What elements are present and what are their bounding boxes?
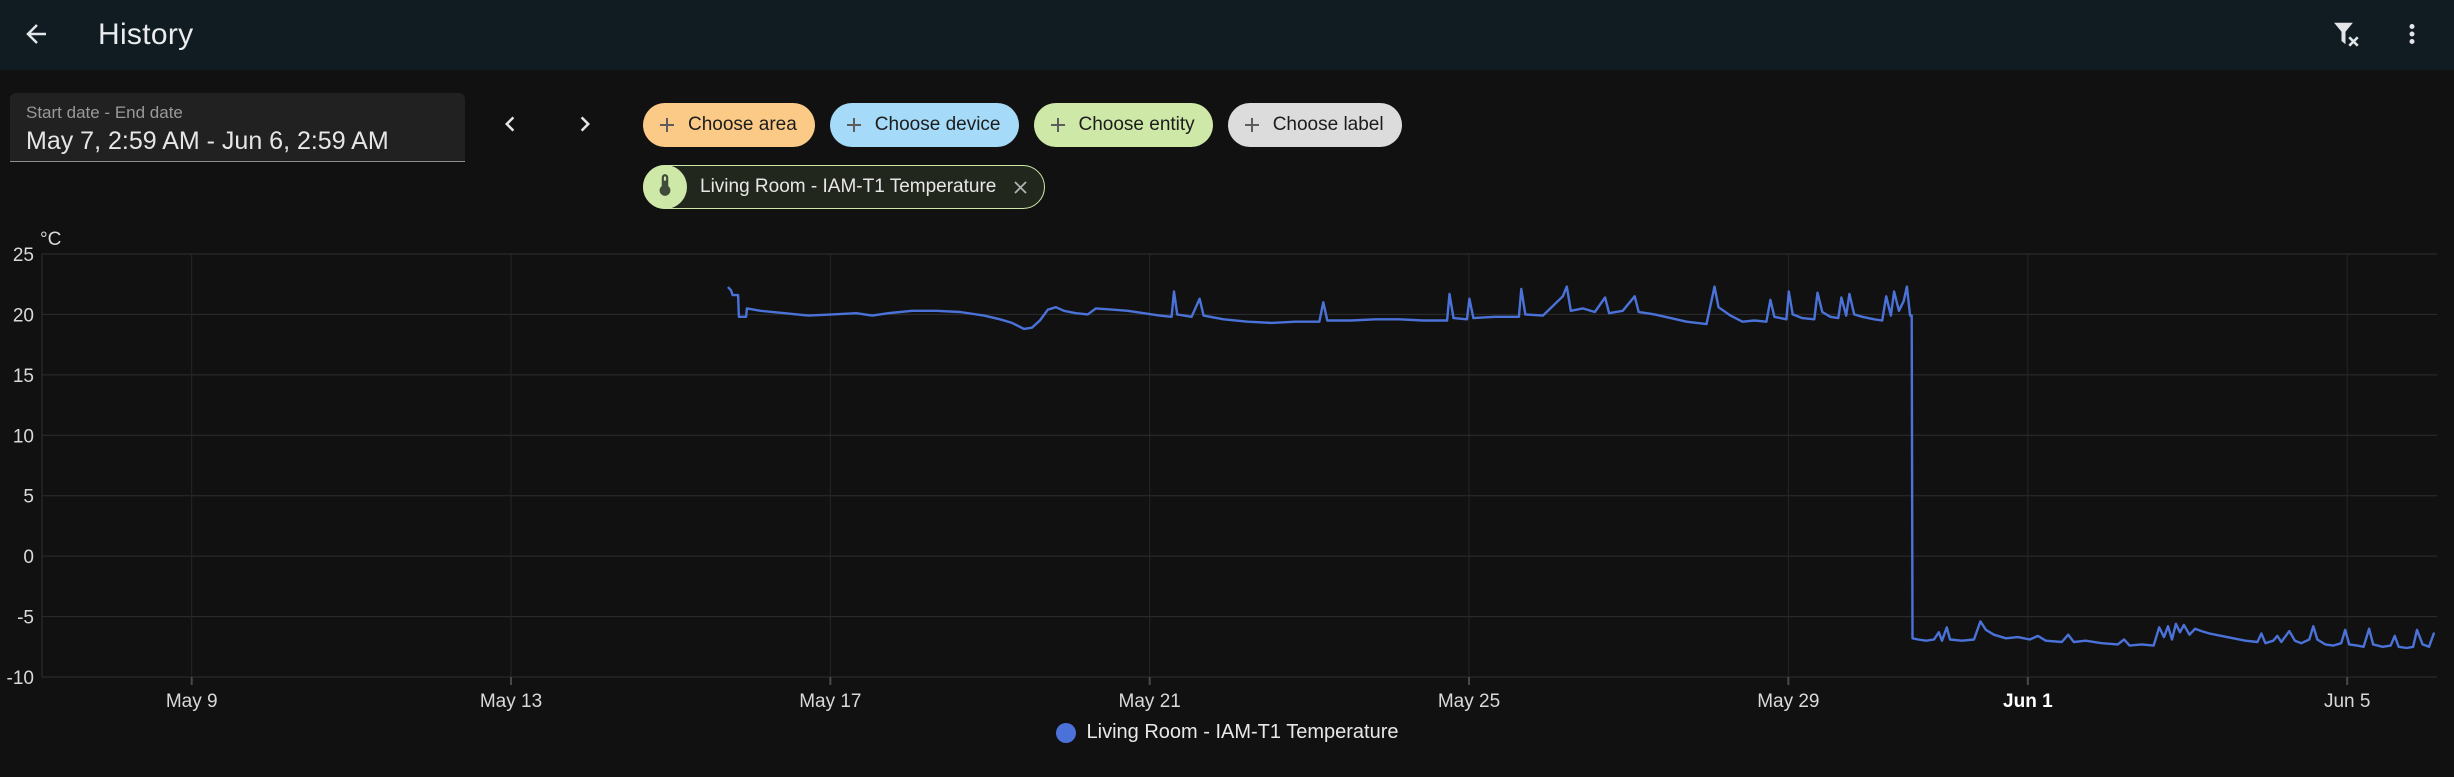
svg-text:Jun 1: Jun 1	[2003, 691, 2053, 712]
legend-item-label: Living Room - IAM-T1 Temperature	[1086, 721, 1399, 743]
legend-color-dot	[1055, 722, 1076, 743]
entity-chip-label: Living Room - IAM-T1 Temperature	[700, 176, 997, 197]
svg-text:10: 10	[13, 426, 34, 447]
svg-text:15: 15	[13, 366, 34, 387]
choose-device-label: Choose device	[874, 114, 1001, 135]
svg-text:May 21: May 21	[1119, 691, 1181, 712]
arrow-left-icon	[21, 19, 51, 52]
choose-area-chip[interactable]: Choose area	[643, 103, 815, 147]
svg-text:-10: -10	[7, 668, 34, 689]
app-header: History	[0, 0, 2454, 70]
choose-device-chip[interactable]: Choose device	[829, 103, 1019, 147]
choose-label-label: Choose label	[1272, 114, 1384, 135]
chevron-right-icon	[570, 109, 600, 142]
dots-vertical-icon	[2397, 19, 2427, 52]
svg-text:5: 5	[23, 487, 34, 508]
entity-avatar	[643, 165, 687, 209]
plus-icon	[660, 118, 674, 132]
plus-icon	[846, 118, 861, 132]
svg-text:20: 20	[13, 305, 34, 326]
svg-text:Jun 5: Jun 5	[2324, 691, 2370, 712]
svg-text:May 9: May 9	[166, 691, 218, 712]
chart-legend: Living Room - IAM-T1 Temperature	[0, 721, 2454, 744]
svg-text:0: 0	[23, 547, 34, 568]
page-title: History	[98, 18, 194, 51]
date-range-value: May 7, 2:59 AM - Jun 6, 2:59 AM	[26, 127, 389, 155]
remove-filters-button[interactable]	[2322, 11, 2370, 59]
next-period-button[interactable]	[561, 101, 609, 149]
date-range-label: Start date - End date	[26, 103, 183, 122]
back-button[interactable]	[12, 11, 60, 59]
svg-text:25: 25	[13, 245, 34, 266]
svg-text:May 13: May 13	[480, 691, 542, 712]
plus-icon	[1244, 118, 1259, 132]
date-range-field[interactable]: Start date - End date May 7, 2:59 AM - J…	[10, 93, 465, 162]
overflow-menu-button[interactable]	[2388, 11, 2436, 59]
previous-period-button[interactable]	[486, 101, 534, 149]
close-icon	[1010, 177, 1031, 198]
filter-chips-row: Choose area Choose device Choose entity …	[643, 103, 1402, 147]
choose-entity-chip[interactable]: Choose entity	[1033, 103, 1213, 147]
svg-text:°C: °C	[40, 229, 61, 250]
choose-entity-label: Choose entity	[1078, 114, 1195, 135]
filter-remove-icon	[2331, 19, 2361, 52]
choose-area-label: Choose area	[688, 114, 797, 135]
plus-icon	[1050, 118, 1065, 132]
thermometer-icon	[652, 172, 678, 203]
svg-text:May 17: May 17	[799, 691, 861, 712]
svg-text:-5: -5	[17, 608, 34, 629]
remove-entity-button[interactable]	[1010, 177, 1031, 198]
svg-text:May 29: May 29	[1757, 691, 1819, 712]
chevron-left-icon	[495, 109, 525, 142]
legend-item[interactable]: Living Room - IAM-T1 Temperature	[1055, 721, 1399, 744]
selected-entity-chip[interactable]: Living Room - IAM-T1 Temperature	[643, 165, 1046, 209]
svg-text:May 25: May 25	[1438, 691, 1500, 712]
choose-label-chip[interactable]: Choose label	[1227, 103, 1402, 147]
